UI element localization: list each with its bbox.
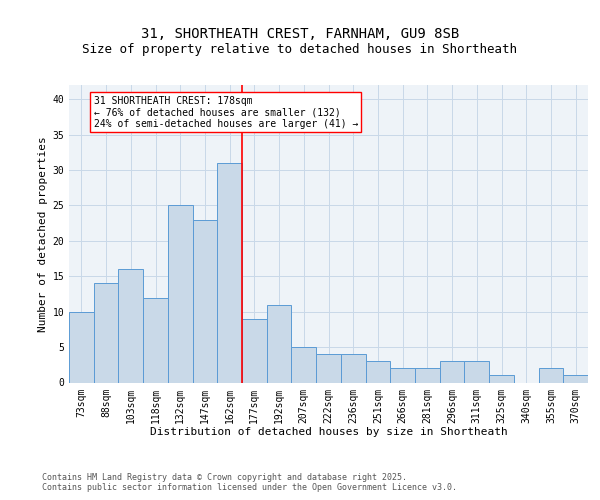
Bar — [440, 361, 464, 382]
Bar — [365, 361, 390, 382]
Bar — [94, 284, 118, 382]
Text: Size of property relative to detached houses in Shortheath: Size of property relative to detached ho… — [83, 42, 517, 56]
Bar — [489, 376, 514, 382]
Bar — [292, 347, 316, 382]
Bar — [242, 319, 267, 382]
Bar — [390, 368, 415, 382]
Bar — [217, 163, 242, 382]
Text: Contains HM Land Registry data © Crown copyright and database right 2025.
Contai: Contains HM Land Registry data © Crown c… — [42, 472, 457, 492]
X-axis label: Distribution of detached houses by size in Shortheath: Distribution of detached houses by size … — [149, 427, 508, 437]
Bar — [168, 206, 193, 382]
Bar — [143, 298, 168, 382]
Bar — [341, 354, 365, 382]
Bar — [193, 220, 217, 382]
Bar — [69, 312, 94, 382]
Bar — [563, 376, 588, 382]
Y-axis label: Number of detached properties: Number of detached properties — [38, 136, 48, 332]
Text: 31, SHORTHEATH CREST, FARNHAM, GU9 8SB: 31, SHORTHEATH CREST, FARNHAM, GU9 8SB — [141, 28, 459, 42]
Bar — [539, 368, 563, 382]
Bar — [316, 354, 341, 382]
Bar — [267, 304, 292, 382]
Bar — [464, 361, 489, 382]
Text: 31 SHORTHEATH CREST: 178sqm
← 76% of detached houses are smaller (132)
24% of se: 31 SHORTHEATH CREST: 178sqm ← 76% of det… — [94, 96, 358, 129]
Bar — [118, 269, 143, 382]
Bar — [415, 368, 440, 382]
